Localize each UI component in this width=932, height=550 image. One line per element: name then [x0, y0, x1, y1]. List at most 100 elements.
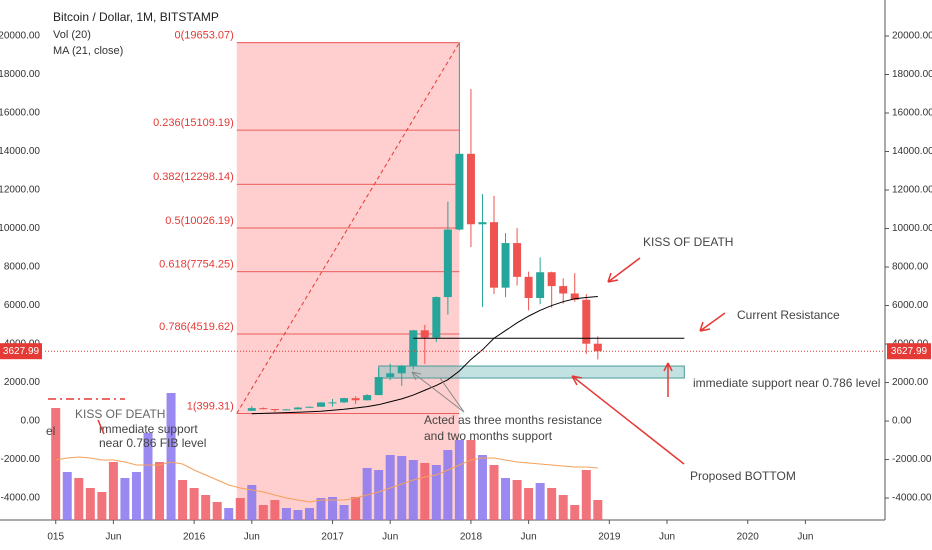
volume-bar [212, 502, 222, 520]
volume-bar [235, 498, 245, 520]
annotation: Current Resistance [737, 308, 840, 322]
y-tick-label: 20000.00 [0, 31, 40, 42]
x-tick-label: Jun [521, 532, 537, 543]
candle-body [501, 243, 510, 288]
y-tick-label: 0.00 [21, 416, 41, 427]
volume-ma [55, 456, 598, 503]
volume-bar [431, 465, 441, 520]
volume-bar [328, 497, 338, 520]
volume-bar [408, 460, 418, 520]
volume-bar [189, 488, 199, 520]
x-tick-label: 2016 [183, 532, 206, 543]
volume-bar [454, 440, 464, 520]
volume-bar [85, 488, 95, 520]
candle-body [513, 243, 522, 277]
y-tick-label: 8000.00 [892, 262, 929, 273]
arrow [439, 377, 465, 413]
y-tick-label: 2000.00 [4, 377, 41, 388]
volume-bar [178, 480, 188, 520]
volume-bar [258, 505, 268, 520]
volume-bar [247, 485, 257, 520]
volume-bar [224, 508, 234, 520]
volume-bar [143, 433, 153, 520]
volume-bar [62, 472, 72, 520]
arrow [571, 375, 685, 465]
y-tick-label: 16000.00 [0, 108, 40, 119]
candle-body [536, 272, 545, 299]
candle-body [386, 373, 395, 378]
volume-bar [558, 495, 568, 520]
x-tick-label: 2018 [460, 532, 483, 543]
volume-bar [97, 492, 107, 520]
y-tick-label: -2000.00 [892, 454, 932, 465]
annotation: KISS OF DEATH [75, 407, 165, 421]
volume-bar [270, 500, 280, 520]
candle-body [490, 222, 499, 288]
arrow [607, 257, 641, 283]
candle-body [328, 402, 337, 404]
x-tick-label: 2020 [737, 532, 760, 543]
candle-body [547, 272, 556, 287]
volume-bar [593, 500, 603, 520]
volume-bar [51, 408, 61, 520]
y-tick-label: 12000.00 [892, 185, 932, 196]
volume-bar [120, 478, 130, 520]
x-tick-label: 2017 [321, 532, 344, 543]
plot-layer: 3627.99 3627.99 [0, 42, 931, 520]
fib-label: 0.236(15109.19) [153, 117, 234, 129]
arrow [411, 371, 465, 413]
volume-bar [570, 505, 580, 520]
candle-body [570, 293, 579, 300]
volume-bar [293, 510, 303, 520]
fib-label: 0(19653.07) [174, 30, 233, 42]
volume-bar [316, 498, 326, 520]
volume-bar [477, 455, 487, 520]
annotation: Proposed BOTTOM [690, 469, 796, 483]
volume-bar [351, 497, 361, 520]
annotation: immediate support [99, 422, 198, 436]
annotation: and two months support [424, 429, 553, 443]
candle-body [317, 402, 326, 407]
arrow [97, 419, 105, 435]
volume-bar [420, 463, 430, 520]
candle-body [432, 297, 441, 338]
candle-body [270, 409, 279, 411]
indicator-label: MA (21, close) [53, 45, 123, 57]
candle-body [443, 229, 452, 298]
fib-label: 0.382(12298.14) [153, 171, 234, 183]
y-tick-label: 6000.00 [892, 300, 929, 311]
candle-body [293, 407, 302, 410]
volume-bar [155, 462, 165, 520]
candle-body [397, 365, 406, 374]
y-tick-label: 10000.00 [0, 223, 40, 234]
price-tag [887, 343, 931, 360]
x-tick-label: Jun [382, 532, 398, 543]
annotation: immediate support near 0.786 level [693, 376, 880, 390]
volume-bar [108, 462, 118, 520]
y-tick-label: 16000.00 [892, 108, 932, 119]
y-tick-label: -4000.00 [1, 493, 41, 504]
y-tick-label: 6000.00 [4, 300, 41, 311]
candle-body [305, 406, 314, 408]
y-tick-label: 12000.00 [0, 185, 40, 196]
x-tick-label: 2019 [598, 532, 621, 543]
x-tick-label: Jun [105, 532, 121, 543]
indicator-label: Vol (20) [53, 29, 91, 41]
volume-bar [362, 468, 372, 520]
volume-bar [339, 505, 349, 520]
volume-bar [535, 483, 545, 520]
volume-bar [501, 478, 511, 520]
arrows [48, 257, 726, 465]
volume-bar [443, 450, 453, 520]
annotation: el [46, 424, 55, 438]
candle-body [363, 395, 372, 401]
candle-body [420, 330, 429, 338]
candle-body [466, 153, 475, 225]
volume-bar [581, 470, 591, 520]
candle-body [455, 153, 464, 230]
y-tick-label: 14000.00 [0, 146, 40, 157]
annotation-layer: Bitcoin / Dollar, 1M, BITSTAMP Vol (20) … [46, 10, 880, 483]
volume-bar [281, 508, 291, 520]
x-tick-label: 015 [47, 532, 64, 543]
